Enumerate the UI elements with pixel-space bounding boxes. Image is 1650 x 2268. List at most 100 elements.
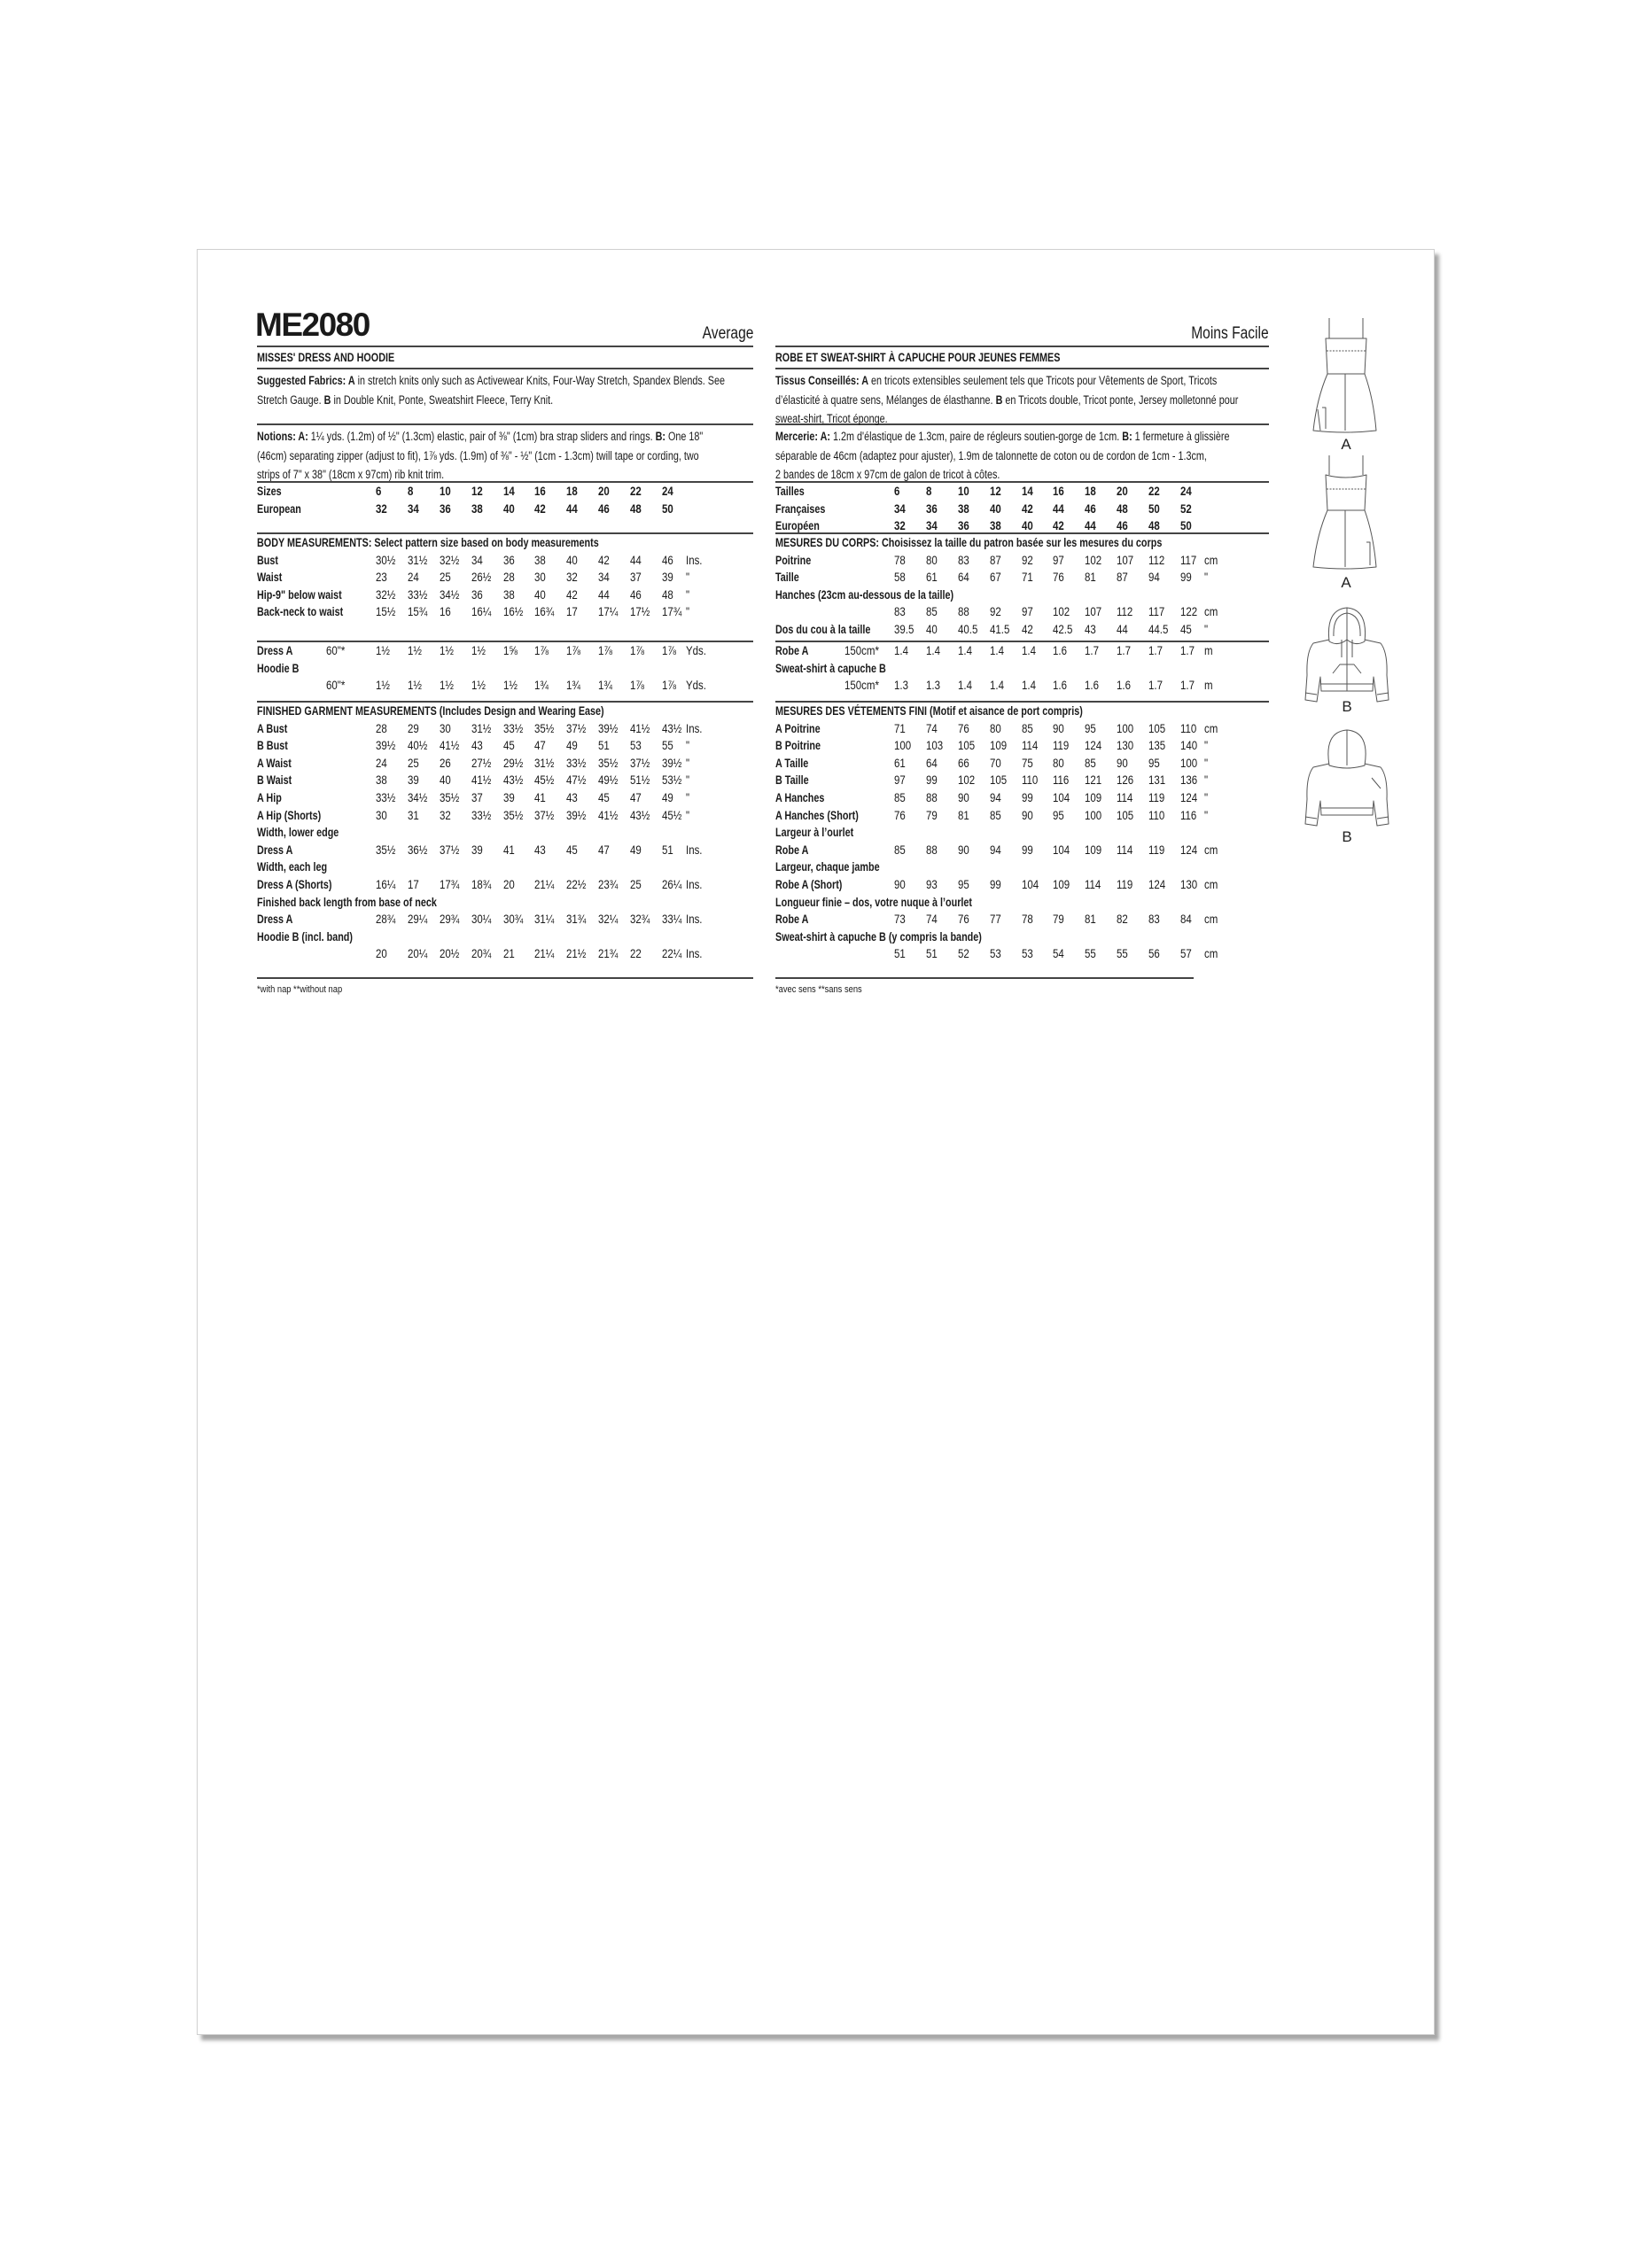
cell-value: 85 bbox=[926, 605, 938, 619]
cell-value: 110 bbox=[1148, 808, 1165, 822]
text-line: Notions: A: 1¼ yds. (1.2m) of ½" (1.3cm)… bbox=[257, 427, 703, 447]
cell-value: 1.6 bbox=[1085, 679, 1099, 693]
cell-value: 107 bbox=[1085, 605, 1102, 619]
cell-value: 38 bbox=[958, 501, 969, 516]
cell-value: 85 bbox=[1022, 721, 1033, 735]
cell-value: 42 bbox=[1022, 622, 1033, 636]
bold-text: B bbox=[323, 392, 331, 407]
cell-value: 136 bbox=[1180, 773, 1198, 788]
cell-value: 30 bbox=[440, 721, 451, 735]
cell-value: 16¼ bbox=[376, 877, 396, 891]
cell-value: 104 bbox=[1053, 790, 1070, 804]
table-row: Dress A 60"* 1½ 1½ 1½ 1½ 1⅝ 1⅞ 1⅞ 1⅞ 1⅞ 1⅞ Yds. bbox=[257, 642, 753, 660]
table-heading: Largeur, chaque jambe bbox=[775, 858, 1194, 876]
cell-value: 1⅞ bbox=[566, 644, 580, 657]
cell-value: 114 bbox=[1117, 790, 1133, 804]
cell-value: 50 bbox=[662, 501, 673, 516]
table-group: Dress A 60"* 1½ 1½ 1½ 1½ 1⅝ 1⅞ 1⅞ 1⅞ 1⅞ 1⅞ Yds. Hoodi… bbox=[257, 642, 753, 703]
table-heading: Hanches (23cm au-dessous de la taille) bbox=[775, 586, 1269, 604]
cell-value: 140 bbox=[1180, 739, 1198, 753]
unit-label: " bbox=[1204, 571, 1209, 585]
cell-value: 1.7 bbox=[1180, 679, 1195, 693]
cell-value: 124 bbox=[1180, 790, 1198, 804]
table-heading: FINISHED GARMENT MEASUREMENTS (Includes … bbox=[257, 703, 753, 720]
cell-value: 109 bbox=[1085, 843, 1102, 857]
row-label: European bbox=[257, 501, 301, 516]
pattern-title: ROBE ET SWEAT-SHIRT À CAPUCHE POUR JEUNE… bbox=[775, 347, 1269, 369]
cell-value: 35½ bbox=[503, 808, 524, 822]
cell-value: 1½ bbox=[376, 679, 390, 693]
bold-text: B: bbox=[655, 430, 665, 443]
cell-value: 39½ bbox=[598, 721, 619, 735]
cell-value: 23 bbox=[376, 571, 387, 585]
cell-value: 33½ bbox=[408, 587, 428, 602]
table-row: Dress A 28¾ 29¼ 29¾ 30¼ 30¾ 31¼ 31¾ 32¼ 32¾ 33¼ Ins… bbox=[257, 911, 753, 928]
cell-value: 94 bbox=[990, 843, 1001, 857]
cell-value: 41½ bbox=[598, 808, 619, 822]
cell-value: 10 bbox=[958, 485, 969, 498]
cell-value: 1½ bbox=[408, 679, 422, 693]
row-label: B Waist bbox=[257, 773, 292, 788]
svg-text:A: A bbox=[1341, 574, 1351, 591]
cell-value: 92 bbox=[1022, 553, 1033, 567]
cell-value: 18¾ bbox=[471, 877, 492, 891]
row-label: Largeur, chaque jambe bbox=[775, 860, 880, 874]
cell-value: 99 bbox=[1180, 571, 1192, 585]
table-heading: MESURES DU CORPS: Choisissez la taille d… bbox=[775, 534, 1269, 552]
cell-value: 39.5 bbox=[894, 622, 915, 636]
cell-value: 41½ bbox=[471, 773, 492, 788]
cell-value: 43 bbox=[1085, 622, 1096, 636]
cell-value: 42 bbox=[598, 553, 610, 567]
unit-label: Ins. bbox=[686, 721, 703, 735]
bold-text: Mercerie: A: bbox=[775, 430, 831, 443]
cell-value: 53 bbox=[630, 739, 642, 753]
cell-value: 116 bbox=[1053, 773, 1070, 788]
cell-value: 36½ bbox=[408, 843, 428, 857]
cell-value: 20¼ bbox=[408, 947, 428, 961]
cell-value: 47 bbox=[598, 843, 610, 857]
cell-value: 42 bbox=[1053, 519, 1064, 533]
cell-value: 58 bbox=[894, 571, 906, 585]
row-label: Tailles bbox=[775, 485, 805, 498]
cell-value: 34 bbox=[471, 553, 483, 567]
cell-value: 22 bbox=[630, 947, 642, 961]
text: 1.2m d'élastique de 1.3cm, paire de régl… bbox=[830, 430, 1123, 443]
text-line: Stretch Gauge. B in Double Knit, Ponte, … bbox=[257, 391, 654, 410]
table-heading: Largeur à l’ourlet bbox=[775, 824, 1194, 842]
cell-value: 88 bbox=[926, 790, 938, 804]
cell-value: 31¼ bbox=[534, 913, 555, 927]
cell-value: 56 bbox=[1148, 947, 1160, 961]
dress-back-icon: A bbox=[1312, 455, 1377, 591]
cell-value: 39½ bbox=[376, 739, 396, 753]
cell-value: 71 bbox=[1022, 571, 1033, 585]
row-label: Hoodie B (incl. band) bbox=[257, 929, 353, 944]
text-line: 2 bandes de 18cm x 97cm de galon de tric… bbox=[775, 465, 1171, 485]
cell-value: 1.4 bbox=[958, 679, 972, 693]
cell-value: 105 bbox=[990, 773, 1008, 788]
table-group: Tailles 6 8 10 12 14 16 18 20 22 24 Françaises 34 36 3… bbox=[775, 483, 1269, 534]
cell-value: 95 bbox=[1085, 721, 1096, 735]
cell-value: 92 bbox=[990, 605, 1001, 619]
cell-value: 32½ bbox=[440, 553, 460, 567]
cell-value: 34 bbox=[926, 519, 938, 533]
cell-value: 100 bbox=[1085, 808, 1102, 822]
table-row: European 32 34 36 38 40 42 44 46 48 50 bbox=[257, 501, 753, 518]
cell-value: 93 bbox=[926, 877, 938, 891]
row-label: A Hanches bbox=[775, 790, 825, 804]
cell-value: 30 bbox=[534, 571, 546, 585]
cell-value: 20 bbox=[503, 877, 515, 891]
cell-value: 23¾ bbox=[598, 877, 619, 891]
row-label: B Bust bbox=[257, 739, 288, 753]
unit-label: " bbox=[686, 739, 690, 753]
cell-value: 95 bbox=[1148, 756, 1160, 770]
cell-value: 102 bbox=[1085, 553, 1102, 567]
unit-label: " bbox=[1204, 739, 1209, 753]
table-row: B Poitrine 100 103 105 109 114 119 124 130 135 140… bbox=[775, 737, 1208, 755]
cell-value: 34½ bbox=[408, 790, 428, 804]
table-row: 60"* 1½ 1½ 1½ 1½ 1½ 1¾ 1¾ 1¾ 1⅞ 1⅞ Yds. bbox=[257, 677, 753, 695]
table-row: 51 51 52 53 53 54 55 55 56 57 cm bbox=[775, 945, 1218, 963]
text: sweat-shirt, Tricot éponge. bbox=[775, 412, 888, 425]
cell-value: 74 bbox=[926, 721, 938, 735]
cell-value: 43½ bbox=[630, 808, 650, 822]
cell-value: 67 bbox=[990, 571, 1001, 585]
